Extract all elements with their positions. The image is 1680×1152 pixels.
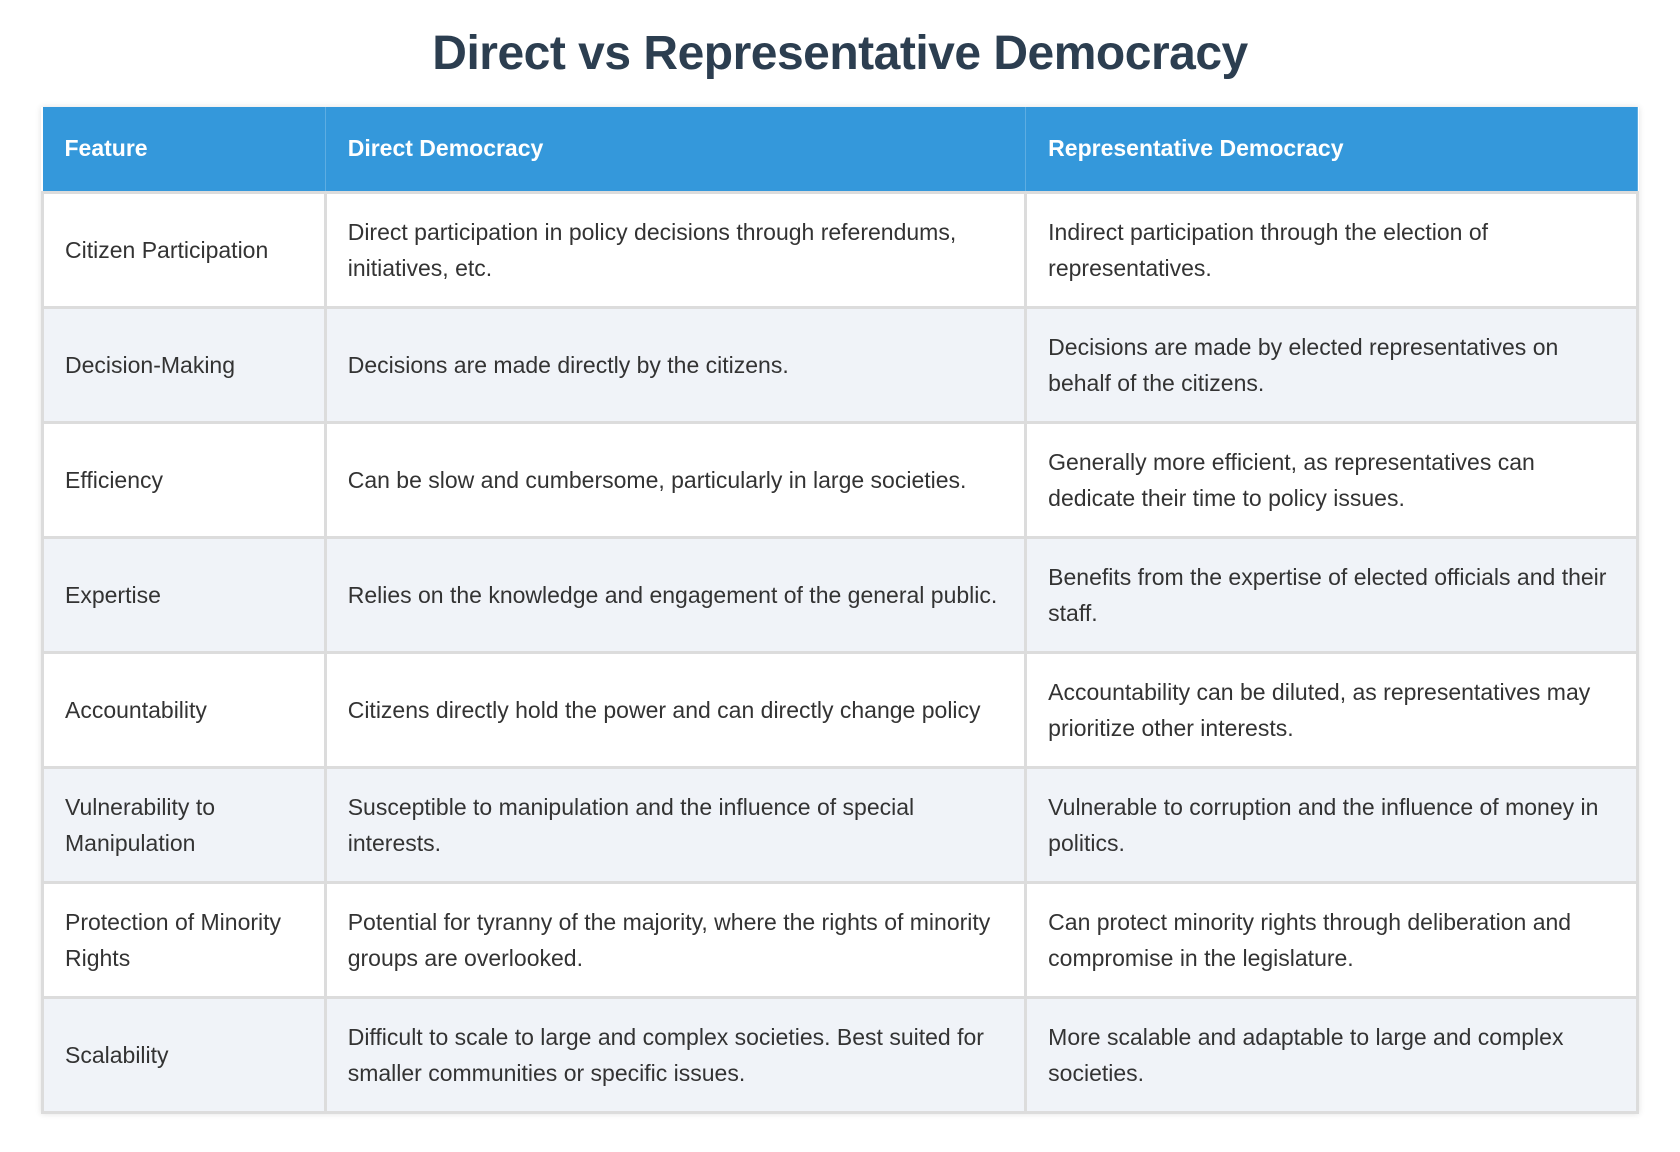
table-row: Expertise Relies on the knowledge and eng… [41,535,1639,654]
direct-democracy-cell: Can be slow and cumbersome, particularly… [323,420,1028,539]
table-row: Decision-Making Decisions are made direct… [41,305,1639,424]
table-row: Efficiency Can be slow and cumbersome, pa… [41,420,1639,539]
representative-democracy-cell: Accountability can be diluted, as repres… [1024,650,1639,769]
direct-democracy-cell: Direct participation in policy decisions… [323,190,1028,309]
feature-cell: Vulnerability to Manipulation [41,765,327,884]
table-row: Citizen Participation Direct participatio… [41,190,1639,309]
direct-democracy-cell: Relies on the knowledge and engagement o… [323,535,1028,654]
header-feature: Feature [42,107,326,192]
direct-democracy-cell: Decisions are made directly by the citiz… [323,305,1028,424]
direct-democracy-cell: Susceptible to manipulation and the infl… [323,765,1028,884]
header-row: Feature Direct Democracy Representative … [42,107,1638,192]
table-row: Vulnerability to Manipulation Susceptible… [41,765,1639,884]
header-direct-democracy: Direct Democracy [325,107,1027,192]
direct-democracy-cell: Difficult to scale to large and complex … [323,995,1028,1114]
feature-cell: Citizen Participation [41,190,327,309]
representative-democracy-cell: Generally more efficient, as representat… [1024,420,1639,539]
table-row: Protection of Minority Rights Potential f… [41,880,1639,999]
representative-democracy-cell: Benefits from the expertise of elected o… [1024,535,1639,654]
feature-cell: Decision-Making [41,305,327,424]
direct-democracy-cell: Potential for tyranny of the majority, w… [323,880,1028,999]
comparison-table: Feature Direct Democracy Representative … [41,107,1639,1114]
direct-democracy-cell: Citizens directly hold the power and can… [323,650,1028,769]
feature-cell: Expertise [41,535,327,654]
representative-democracy-cell: Decisions are made by elected representa… [1024,305,1639,424]
feature-cell: Protection of Minority Rights [41,880,327,999]
feature-cell: Efficiency [41,420,327,539]
representative-democracy-cell: Vulnerable to corruption and the influen… [1024,765,1639,884]
page-title: Direct vs Representative Democracy [432,27,1248,80]
feature-cell: Accountability [41,650,327,769]
feature-cell: Scalability [41,995,327,1114]
representative-democracy-cell: More scalable and adaptable to large and… [1024,995,1639,1114]
representative-democracy-cell: Can protect minority rights through deli… [1024,880,1639,999]
table-row: Accountability Citizens directly hold the… [41,650,1639,769]
header-representative-democracy: Representative Democracy [1025,107,1638,192]
representative-democracy-cell: Indirect participation through the elect… [1024,190,1639,309]
table-row: Scalability Difficult to scale to large a… [41,995,1639,1114]
